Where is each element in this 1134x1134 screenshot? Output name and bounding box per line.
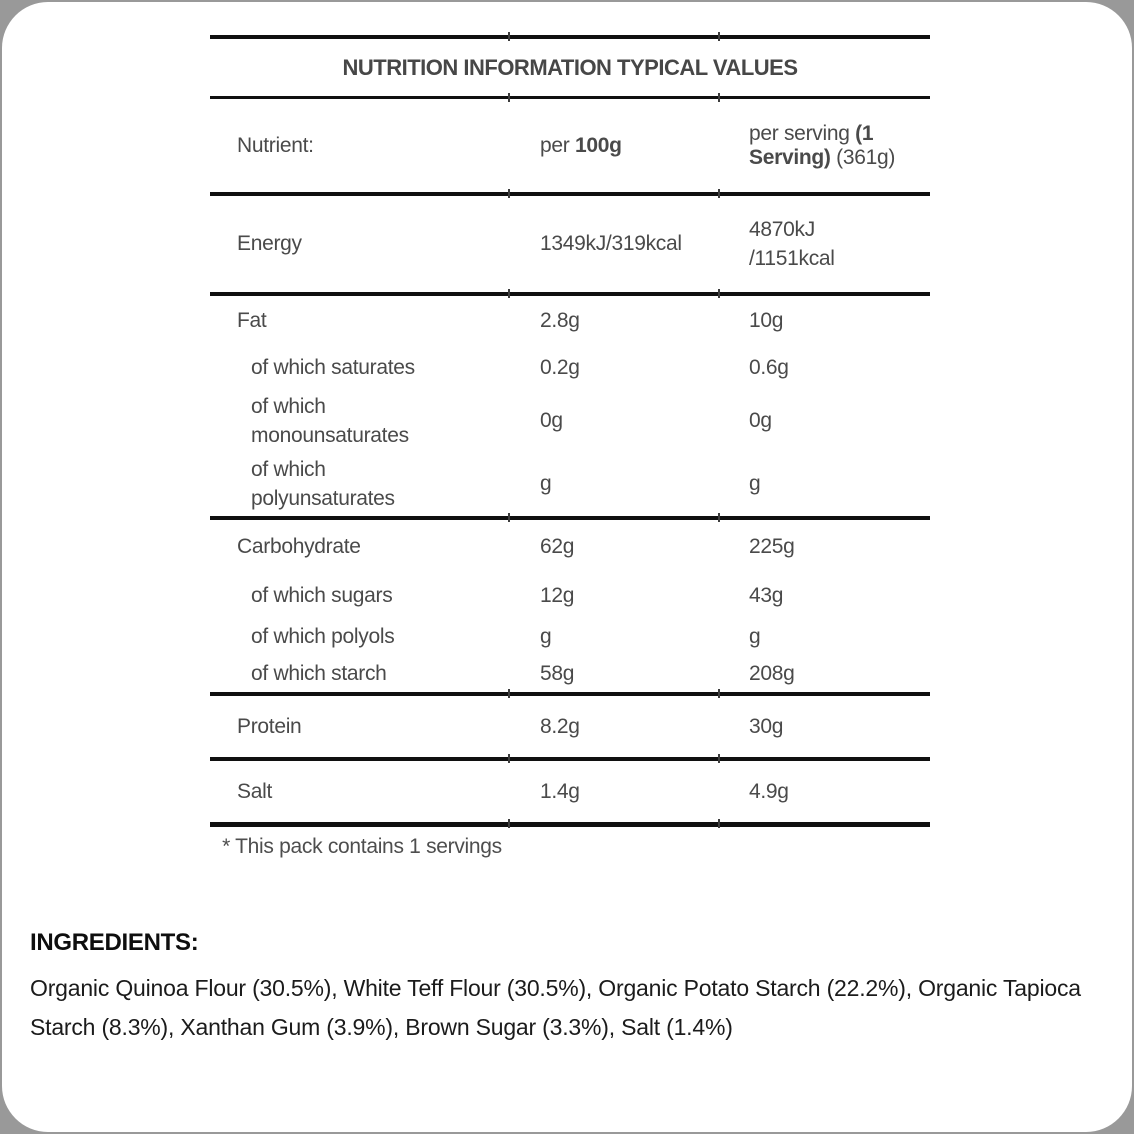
ingredients-text: Organic Quinoa Flour (30.5%), White Teff… [30, 975, 1081, 1040]
table-row-sugars: of which sugars 12g 43g [251, 584, 784, 607]
table-row-monounsaturates: of which monounsaturates 0g 0g [251, 395, 772, 447]
column-tick [718, 513, 720, 522]
table-row-polyols: of which polyols g g [251, 624, 761, 648]
column-tick [508, 513, 510, 522]
table-rule [210, 189, 930, 198]
table-rule-bottom [210, 819, 930, 828]
column-tick [508, 289, 510, 298]
ingredients-section: INGREDIENTS: Organic Quinoa Flour (30.5%… [30, 929, 1104, 1047]
table-title: NUTRITION INFORMATION TYPICAL VALUES [342, 54, 799, 80]
nutrition-table: NUTRITION INFORMATION TYPICAL VALUES Nut… [210, 32, 930, 828]
table-rule [210, 513, 930, 522]
column-tick [508, 189, 510, 198]
table-rule-top [210, 32, 930, 41]
column-tick [718, 189, 720, 198]
table-row-protein: Protein 8.2g 30g [237, 714, 784, 738]
table-row-salt: Salt 1.4g 4.9g [237, 779, 789, 803]
column-tick [718, 819, 720, 828]
table-row-carbohydrate: Carbohydrate 62g 225g [237, 535, 795, 558]
table-header-row: Nutrient: per 100g per serving (1 Servin… [210, 99, 930, 192]
table-rule [210, 289, 930, 298]
table-row-saturates: of which saturates 0.2g 0.6g [251, 356, 789, 379]
header-per-100g: per 100g [540, 133, 622, 157]
table-rule [210, 754, 930, 763]
table-row-polyunsaturates: of which polyunsaturates g g [251, 458, 761, 510]
table-row-fat: Fat 2.8g 10g [237, 309, 784, 332]
column-tick [508, 93, 510, 102]
header-nutrient: Nutrient: [237, 133, 314, 157]
header-per-serving: per serving (1 Serving) (361g) [749, 121, 896, 169]
column-tick [718, 754, 720, 763]
servings-footnote: * This pack contains 1 servings [222, 835, 502, 858]
column-tick [508, 689, 510, 698]
table-row-energy: Energy 1349kJ/319kcal 4870kJ /1151kcal [237, 218, 835, 270]
table-rule [210, 689, 930, 698]
column-tick [718, 289, 720, 298]
column-tick [718, 93, 720, 102]
column-tick [718, 689, 720, 698]
column-tick [508, 754, 510, 763]
column-tick [718, 32, 720, 41]
column-tick [508, 819, 510, 828]
ingredients-heading: INGREDIENTS: [30, 929, 199, 956]
table-row-starch: of which starch 58g 208g [251, 661, 795, 685]
column-tick [508, 32, 510, 41]
table-rule-under-title [210, 93, 930, 102]
